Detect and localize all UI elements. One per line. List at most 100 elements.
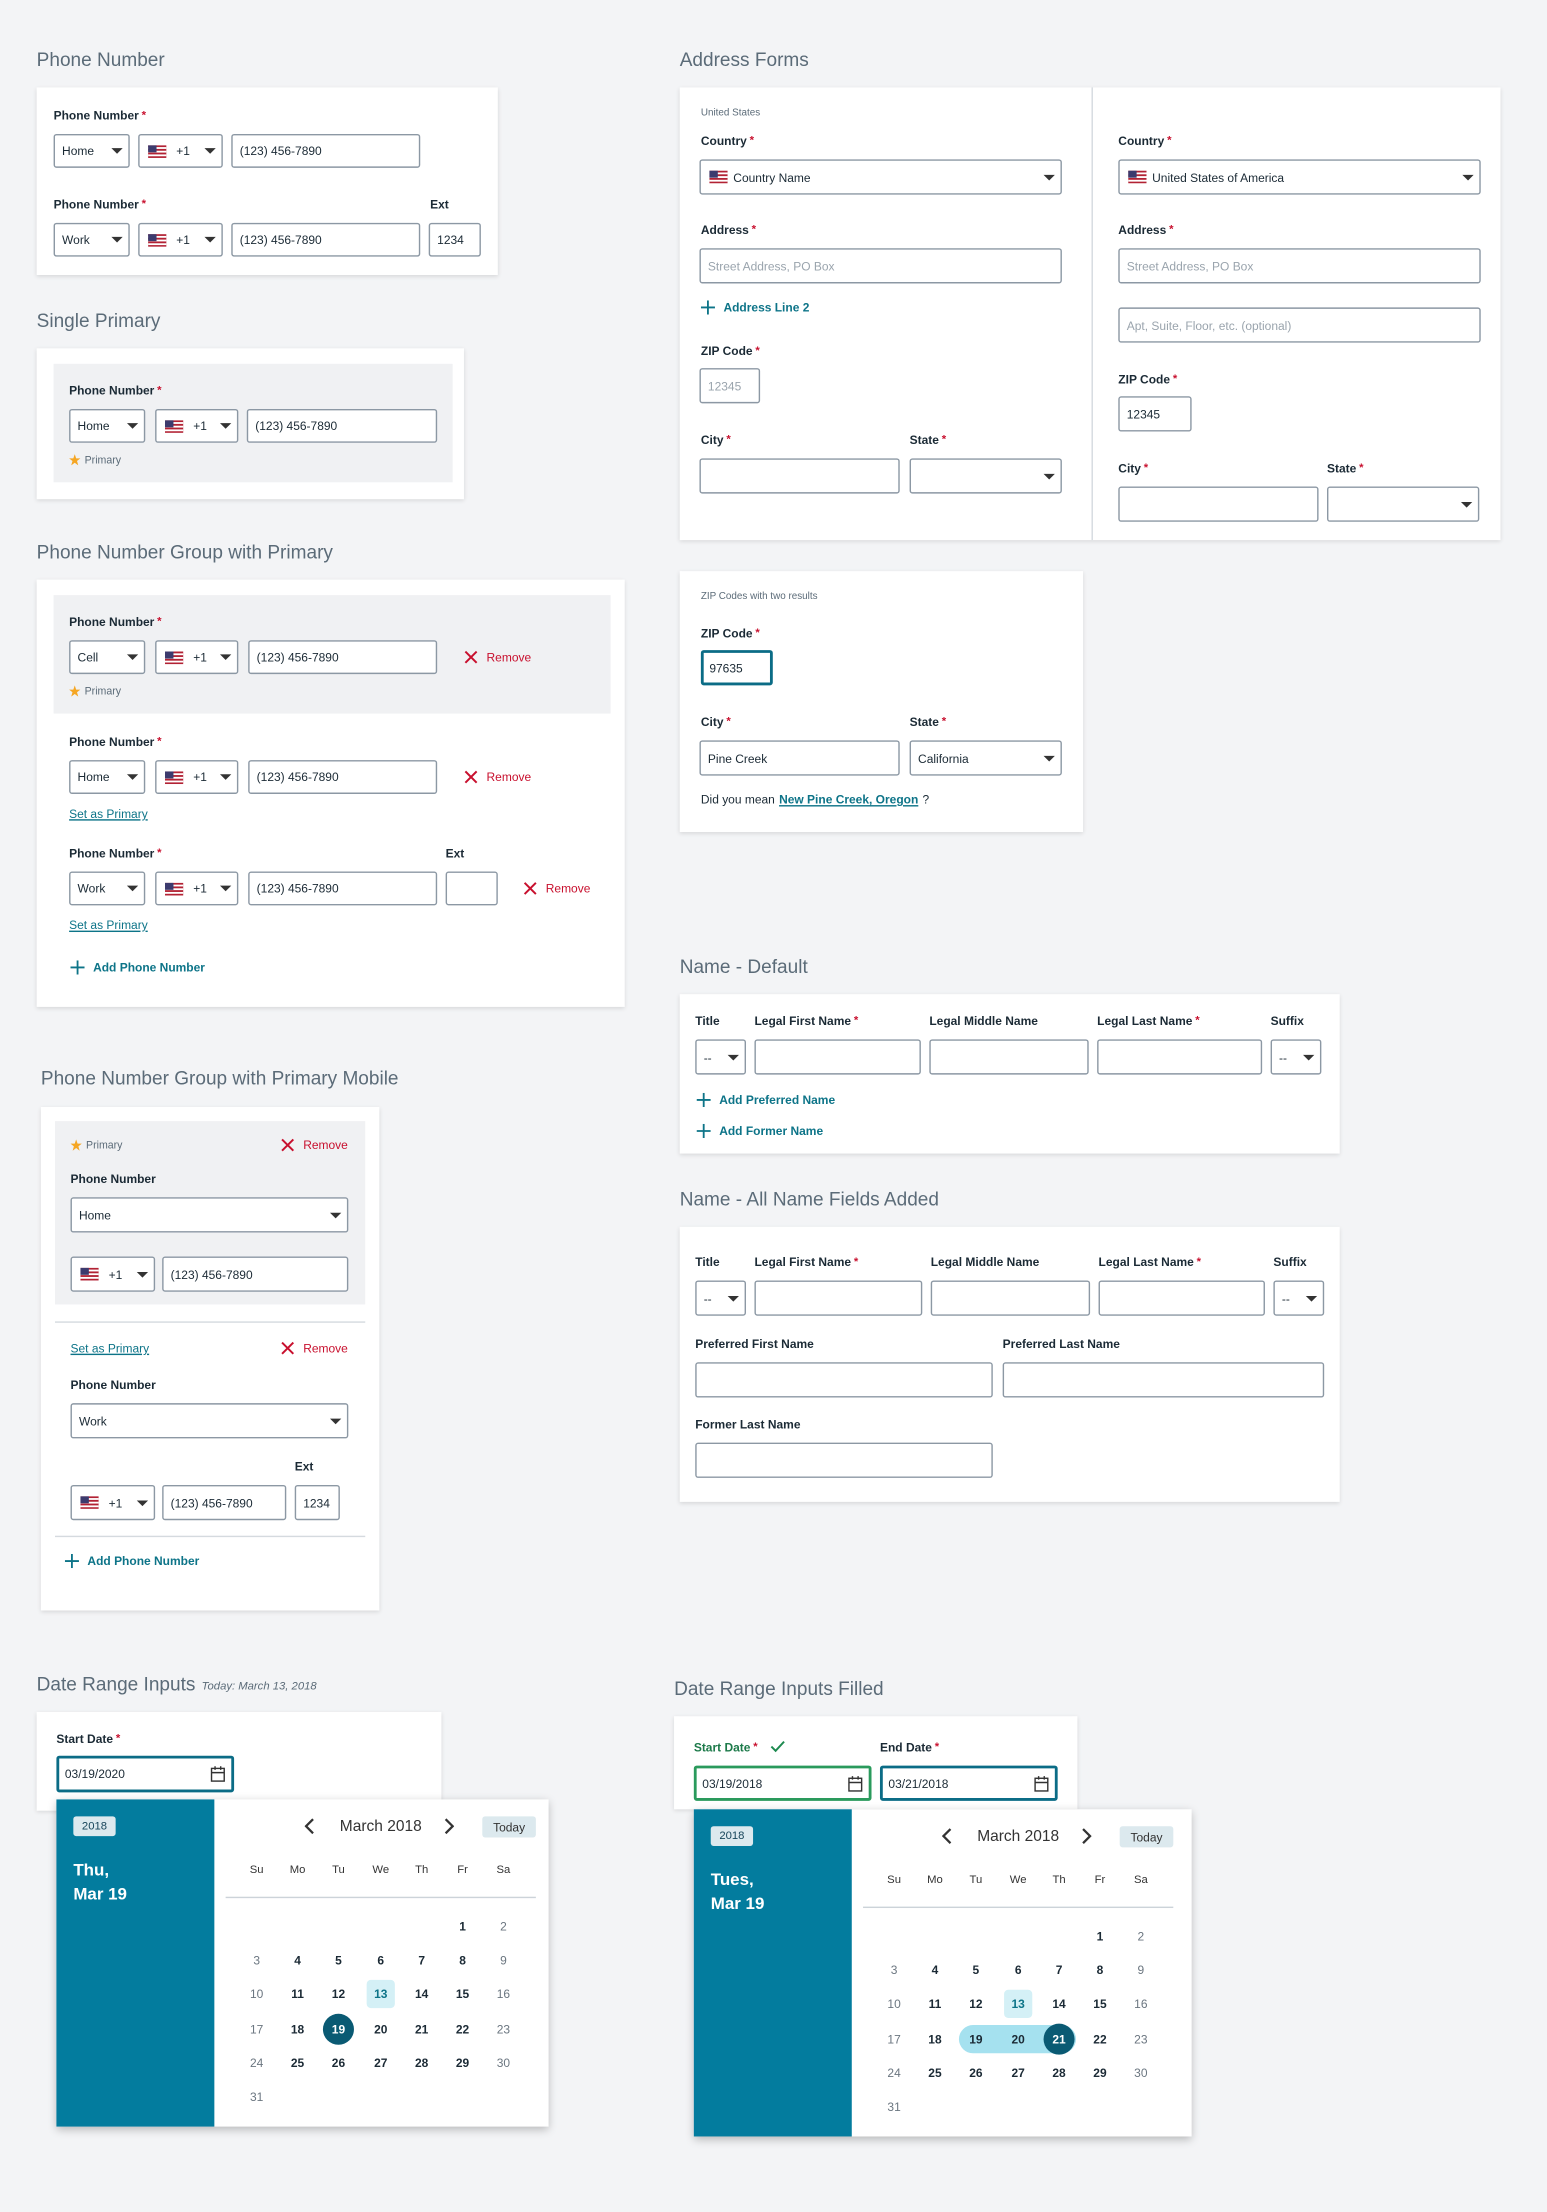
text-input[interactable] [248,760,438,794]
calendar-day[interactable]: 26 [331,2055,346,2070]
calendar-day[interactable]: 20 [374,2021,388,2036]
text-input[interactable] [699,368,761,404]
text-input[interactable] [162,1256,349,1292]
text-input[interactable] [693,1765,872,1801]
add-link[interactable]: Address Line 2 [723,300,810,315]
calendar-day[interactable]: 5 [335,1953,342,1968]
calendar-day[interactable]: 3 [253,1953,260,1968]
calendar-day[interactable]: 11 [928,1997,942,2012]
calendar-day[interactable]: 4 [294,1953,301,1968]
add-link[interactable]: Add Preferred Name [719,1092,836,1107]
text-input[interactable] [1118,248,1481,284]
text-input[interactable] [699,740,900,776]
select-input[interactable] [1327,486,1480,522]
text-input[interactable] [754,1280,923,1316]
select-input[interactable] [1118,159,1481,195]
select-input[interactable] [1270,1039,1322,1075]
calendar-day[interactable]: 30 [496,2055,511,2070]
text-input[interactable] [248,871,438,906]
set-primary-link[interactable]: Set as Primary [69,917,148,933]
calendar-day[interactable]: 9 [1137,1963,1145,1978]
calendar-day[interactable]: 19 [331,2021,346,2036]
text-input[interactable] [700,650,773,686]
calendar-day[interactable]: 27 [1011,2065,1025,2080]
today-button[interactable] [1119,1826,1174,1848]
calendar-day[interactable]: 15 [1093,1997,1107,2012]
calendar-day[interactable]: 16 [496,1987,511,2002]
calendar-day[interactable]: 26 [969,2065,983,2080]
calendar-day[interactable]: 27 [374,2055,388,2070]
calendar-day[interactable]: 25 [928,2065,942,2080]
calendar-day[interactable]: 18 [290,2021,305,2036]
add-link[interactable]: Add Phone Number [93,960,205,975]
text-input[interactable] [246,408,438,443]
calendar-day[interactable]: 12 [969,1997,983,2012]
text-input[interactable] [428,222,481,257]
remove-button[interactable]: Remove [303,1137,348,1153]
calendar-day[interactable]: 28 [414,2055,429,2070]
text-input[interactable] [754,1039,921,1075]
text-input[interactable] [294,1484,340,1521]
text-input[interactable] [248,640,438,675]
calendar-day[interactable]: 17 [249,2021,264,2036]
text-input[interactable] [1002,1362,1325,1398]
select-input[interactable] [70,1403,349,1439]
calendar-day[interactable]: 25 [290,2055,305,2070]
text-input[interactable] [699,248,1062,284]
calendar-day[interactable]: 10 [887,1997,901,2012]
text-input[interactable] [231,222,421,257]
text-input[interactable] [1118,486,1319,522]
text-input[interactable] [695,1442,993,1478]
select-input[interactable] [909,458,1062,494]
calendar-day[interactable]: 22 [455,2021,470,2036]
text-input[interactable] [1098,1280,1265,1316]
text-input[interactable] [56,1755,235,1793]
calendar-day[interactable]: 12 [331,1987,346,2002]
text-input[interactable] [445,871,498,906]
calendar-day[interactable]: 14 [1052,1997,1066,2012]
today-button[interactable] [482,1816,536,1838]
calendar-day[interactable]: 3 [890,1963,898,1978]
add-link[interactable]: Add Phone Number [87,1553,200,1569]
text-input[interactable] [1097,1039,1263,1075]
calendar-day[interactable]: 29 [455,2055,470,2070]
select-input[interactable] [70,1197,349,1233]
text-input[interactable] [879,1765,1058,1801]
calendar-day[interactable]: 18 [928,2031,942,2046]
set-primary-link[interactable]: Set as Primary [70,1340,150,1356]
calendar-day[interactable]: 1 [1096,1929,1104,1944]
remove-button[interactable]: Remove [303,1340,348,1356]
calendar-day[interactable]: 21 [1052,2031,1066,2046]
calendar-day[interactable]: 6 [1014,1963,1022,1978]
calendar-day[interactable]: 19 [969,2031,983,2046]
add-link[interactable]: Add Former Name [719,1123,824,1138]
calendar-day[interactable]: 22 [1093,2031,1107,2046]
calendar-day[interactable]: 17 [887,2031,901,2046]
select-input[interactable] [909,740,1062,776]
calendar-day[interactable]: 31 [887,2099,901,2114]
text-input[interactable] [695,1362,993,1398]
calendar-day[interactable]: 2 [500,1919,507,1934]
suggestion-link[interactable]: New Pine Creek, Oregon [779,792,919,807]
calendar-day[interactable]: 1 [459,1919,466,1934]
remove-button[interactable]: Remove [486,649,532,665]
calendar-day[interactable]: 8 [1096,1963,1104,1978]
calendar-day[interactable]: 28 [1052,2065,1066,2080]
calendar-day[interactable]: 4 [931,1963,939,1978]
calendar-day[interactable]: 21 [414,2021,429,2036]
calendar-day[interactable]: 24 [249,2055,264,2070]
calendar-day[interactable]: 5 [972,1963,980,1978]
remove-button[interactable]: Remove [545,881,591,896]
text-input[interactable] [162,1484,287,1521]
text-input[interactable] [1118,396,1192,432]
calendar-day[interactable]: 11 [291,1987,304,2002]
calendar-day[interactable]: 16 [1134,1997,1148,2012]
calendar-day[interactable]: 2 [1137,1929,1145,1944]
calendar-day[interactable]: 23 [1134,2031,1148,2046]
text-input[interactable] [699,458,900,494]
calendar-day[interactable]: 31 [249,2089,264,2104]
calendar-day[interactable]: 14 [414,1987,429,2002]
calendar-day[interactable]: 20 [1011,2031,1025,2046]
text-input[interactable] [930,1280,1091,1316]
text-input[interactable] [1118,307,1481,343]
